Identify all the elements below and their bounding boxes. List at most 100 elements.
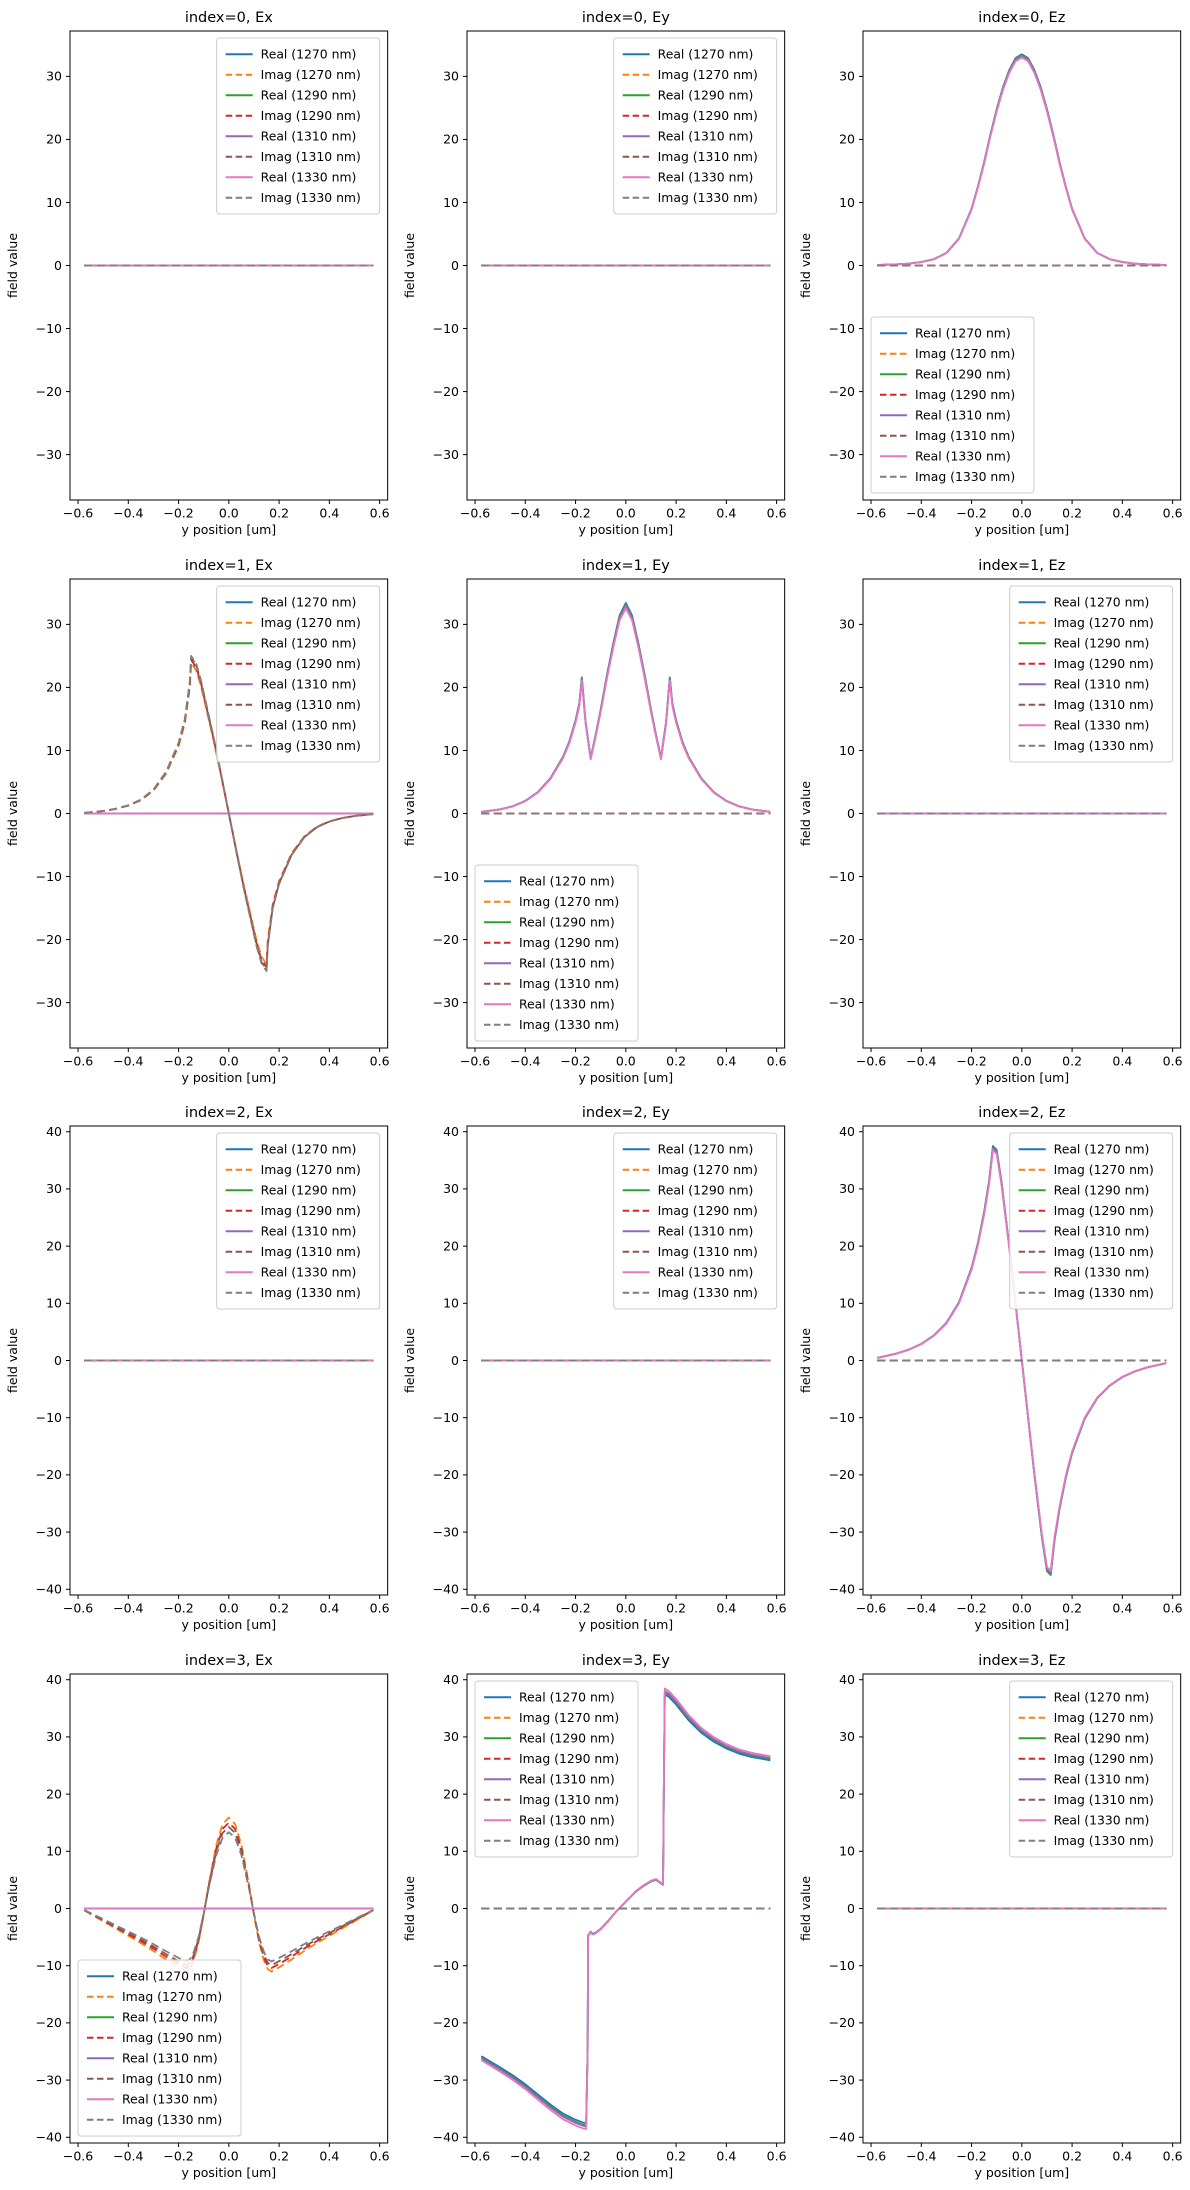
y-axis-label: field value <box>5 233 20 298</box>
y-tick-label: 0 <box>54 805 62 820</box>
x-tick-label: 0.2 <box>1062 1053 1082 1068</box>
x-tick-label: 0.4 <box>319 506 339 521</box>
y-tick-label: −10 <box>432 321 458 336</box>
legend-entry-label: Real (1330 nm) <box>915 449 1011 464</box>
x-tick-label: −0.2 <box>163 2148 193 2163</box>
y-tick-label: −30 <box>829 447 855 462</box>
legend-box: Real (1270 nm) Imag (1270 nm) Real (1290 n… <box>216 585 381 762</box>
y-tick-label: 0 <box>847 805 855 820</box>
legend-entry-label: Imag (1290 nm) <box>1054 1203 1154 1218</box>
x-tick-label: 0.6 <box>766 506 786 521</box>
legend-entry-label: Imag (1330 nm) <box>122 2112 222 2127</box>
legend-box: Real (1270 nm) Imag (1270 nm) Real (1290 n… <box>612 37 777 215</box>
y-tick-label: 40 <box>46 1124 62 1139</box>
y-tick-label: 40 <box>46 1672 62 1687</box>
x-tick-label: −0.2 <box>560 1053 590 1068</box>
legend-entry-label: Real (1310 nm) <box>1054 676 1150 691</box>
line-imag-1330nm <box>83 1830 374 1962</box>
y-tick-label: −20 <box>36 1467 62 1482</box>
x-tick-label: −0.6 <box>460 1053 490 1068</box>
y-tick-label: 10 <box>46 1843 62 1858</box>
x-tick-label: −0.2 <box>560 1601 590 1616</box>
y-tick-label: 20 <box>443 679 459 694</box>
legend-entry-label: Imag (1290 nm) <box>261 1203 361 1218</box>
y-tick-label: −10 <box>829 321 855 336</box>
line-imag-1330nm <box>84 654 374 972</box>
x-axis-label: y position [um] <box>975 1617 1070 1632</box>
line-imag-1290nm <box>83 1821 374 1969</box>
line-real-1290nm <box>877 54 1167 266</box>
y-tick-label: −30 <box>432 1524 458 1539</box>
legend-entry-label: Real (1290 nm) <box>1054 635 1150 650</box>
y-tick-label: 10 <box>839 1843 855 1858</box>
y-tick-label: −40 <box>829 1582 855 1597</box>
x-tick-label: −0.2 <box>560 506 590 521</box>
legend-entry-label: Real (1310 nm) <box>519 1771 615 1786</box>
x-tick-label: 0.0 <box>616 1601 636 1616</box>
y-tick-label: 20 <box>46 1786 62 1801</box>
y-tick-label: 40 <box>443 1124 459 1139</box>
legend-entry-label: Real (1290 nm) <box>122 2009 218 2024</box>
y-tick-label: −10 <box>36 1957 62 1972</box>
x-tick-label: −0.4 <box>510 506 540 521</box>
legend-entry-label: Imag (1290 nm) <box>261 656 361 671</box>
legend-entry-label: Imag (1270 nm) <box>1054 615 1154 630</box>
legend-entry-label: Real (1330 nm) <box>519 1812 615 1827</box>
y-axis-label: field value <box>798 233 813 298</box>
legend-box: Real (1270 nm) Imag (1270 nm) Real (1290 n… <box>612 1132 777 1310</box>
y-tick-label: 10 <box>443 1843 459 1858</box>
x-tick-label: −0.2 <box>957 1601 987 1616</box>
y-tick-label: −20 <box>432 931 458 946</box>
plot-title: index=1, Ez <box>979 558 1066 574</box>
legend-entry-label: Imag (1270 nm) <box>657 1162 757 1177</box>
y-tick-label: 0 <box>847 1353 855 1368</box>
y-tick-label: −30 <box>432 994 458 1009</box>
line-real-1330nm <box>480 606 771 813</box>
legend-box: Real (1270 nm) Imag (1270 nm) Real (1290 n… <box>77 1959 242 2136</box>
x-tick-label: −0.2 <box>163 506 193 521</box>
legend-box: Real (1270 nm) Imag (1270 nm) Real (1290 n… <box>870 316 1035 494</box>
plot-lines <box>877 53 1167 267</box>
line-real-1310nm <box>877 54 1167 266</box>
y-tick-label: −20 <box>36 384 62 399</box>
y-tick-label: −10 <box>432 1410 458 1425</box>
legend-entry-label: Real (1290 nm) <box>657 88 753 103</box>
plot-title: index=1, Ey <box>581 558 669 574</box>
line-imag-1310nm <box>83 1825 374 1966</box>
legend-entry-label: Imag (1330 nm) <box>1054 1285 1154 1300</box>
y-tick-label: 0 <box>847 258 855 273</box>
y-tick-label: −30 <box>36 2072 62 2087</box>
y-tick-label: 10 <box>46 742 62 757</box>
legend-entry-label: Real (1270 nm) <box>657 47 753 62</box>
legend-entry-label: Real (1330 nm) <box>657 170 753 185</box>
y-tick-label: 10 <box>443 742 459 757</box>
x-tick-label: −0.6 <box>856 1601 886 1616</box>
x-tick-label: 0.4 <box>319 1601 339 1616</box>
x-tick-label: 0.6 <box>1163 1053 1183 1068</box>
x-tick-label: −0.4 <box>906 506 936 521</box>
legend-entry-label: Real (1330 nm) <box>1054 1265 1150 1280</box>
plot-title: index=0, Ez <box>979 10 1066 26</box>
legend-entry-label: Real (1270 nm) <box>519 873 615 888</box>
x-tick-label: 0.2 <box>666 506 686 521</box>
y-axis-label: field value <box>5 780 20 845</box>
legend-entry-label: Real (1310 nm) <box>261 676 357 691</box>
plot-lines <box>84 654 374 972</box>
x-tick-label: 0.0 <box>219 2148 239 2163</box>
x-axis-label: y position [um] <box>578 1617 673 1632</box>
y-tick-label: −30 <box>829 2072 855 2087</box>
plot-title: index=3, Ex <box>185 1653 273 1669</box>
x-axis-label: y position [um] <box>181 2165 276 2180</box>
legend-entry-label: Real (1310 nm) <box>261 129 357 144</box>
y-tick-label: −10 <box>829 1957 855 1972</box>
x-tick-label: 0.4 <box>716 506 736 521</box>
legend-box: Real (1270 nm) Imag (1270 nm) Real (1290 n… <box>216 1132 381 1310</box>
x-tick-label: −0.4 <box>510 1601 540 1616</box>
legend-entry-label: Real (1290 nm) <box>1054 1183 1150 1198</box>
line-real-1310nm <box>480 604 771 813</box>
subplot-index-1-ex: index=1, Ex −0.6 −0.4 −0.2 0.0 0.2 0.4 0.6 −30 −2… <box>5 558 390 1085</box>
legend-entry-label: Imag (1330 nm) <box>657 190 757 205</box>
x-axis-label: y position [um] <box>181 522 276 537</box>
y-axis-label: field value <box>5 1328 20 1393</box>
